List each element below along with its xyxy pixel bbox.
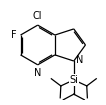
Text: Si: Si: [69, 75, 78, 85]
Text: N: N: [34, 68, 41, 78]
Text: F: F: [11, 30, 17, 40]
Text: N: N: [76, 55, 83, 65]
Text: Cl: Cl: [33, 11, 43, 21]
